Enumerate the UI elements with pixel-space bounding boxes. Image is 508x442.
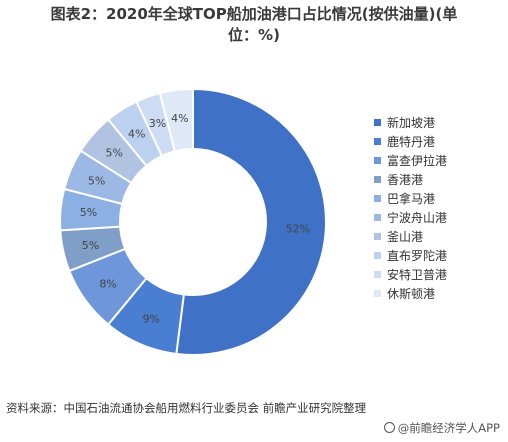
source-note: 资料来源：中国石油流通协会船用燃料行业委员会 前瞻产业研究院整理 [6,401,367,415]
legend-label-4: 香港港 [387,173,423,187]
brand-logo-icon [383,422,395,433]
legend-swatch-5 [374,195,381,202]
legend-label-7: 釜山港 [387,229,423,244]
data-label-8: 4% [128,127,145,140]
credit-note: @前瞻经济学人APP [383,420,500,436]
slice-10 [158,87,194,153]
legend-label-3: 富查伊拉港 [387,153,447,168]
legend-label-10: 休斯顿港 [387,287,435,301]
legend-swatch-8 [374,252,381,259]
data-label-2: 9% [143,312,160,325]
legend-label-1: 新加坡港 [387,115,435,130]
chart-title-line-2: 位：%) [228,26,280,44]
legend-label-5: 巴拿马港 [387,191,435,206]
slice-labels: 52% 9% 8% 5% 5% 5% 5% 4% 3% 4% [80,112,310,326]
donut-chart: 52% 9% 8% 5% 5% 5% 5% 4% 3% 4% 新加坡港鹿特丹港富查伊拉港香港港巴拿… [59,87,447,356]
legend-swatch-1 [374,119,381,126]
donut-slices [59,87,327,356]
data-label-7: 5% [106,147,123,160]
chart-title-line-1: 图表2：2020年全球TOP船加油港口占比情况(按供油量)(单 [50,5,458,23]
legend-label-6: 宁波舟山港 [387,210,447,225]
legend-swatch-4 [374,176,381,183]
data-label-3: 8% [99,278,116,291]
legend-swatch-6 [374,214,381,221]
credit-text: @前瞻经济学人APP [397,421,500,435]
data-label-4: 5% [82,239,99,252]
data-label-6: 5% [88,174,105,187]
data-label-9: 3% [149,117,166,130]
legend-swatch-7 [374,233,381,240]
chart-legend: 新加坡港鹿特丹港富查伊拉港香港港巴拿马港宁波舟山港釜山港直布罗陀港安特卫普港休斯… [374,115,447,301]
legend-swatch-9 [374,271,381,278]
legend-swatch-3 [374,157,381,164]
data-label-5: 5% [80,206,97,219]
chart-title: 图表2：2020年全球TOP船加油港口占比情况(按供油量)(单 位：%) [0,4,508,46]
legend-label-2: 鹿特丹港 [387,134,435,149]
legend-label-8: 直布罗陀港 [387,248,447,263]
legend-label-9: 安特卫普港 [387,267,447,282]
legend-swatch-10 [374,290,381,297]
slice-1 [175,87,327,356]
legend-swatch-2 [374,138,381,145]
data-label-10: 4% [171,112,188,125]
data-label-1: 52% [286,223,310,236]
